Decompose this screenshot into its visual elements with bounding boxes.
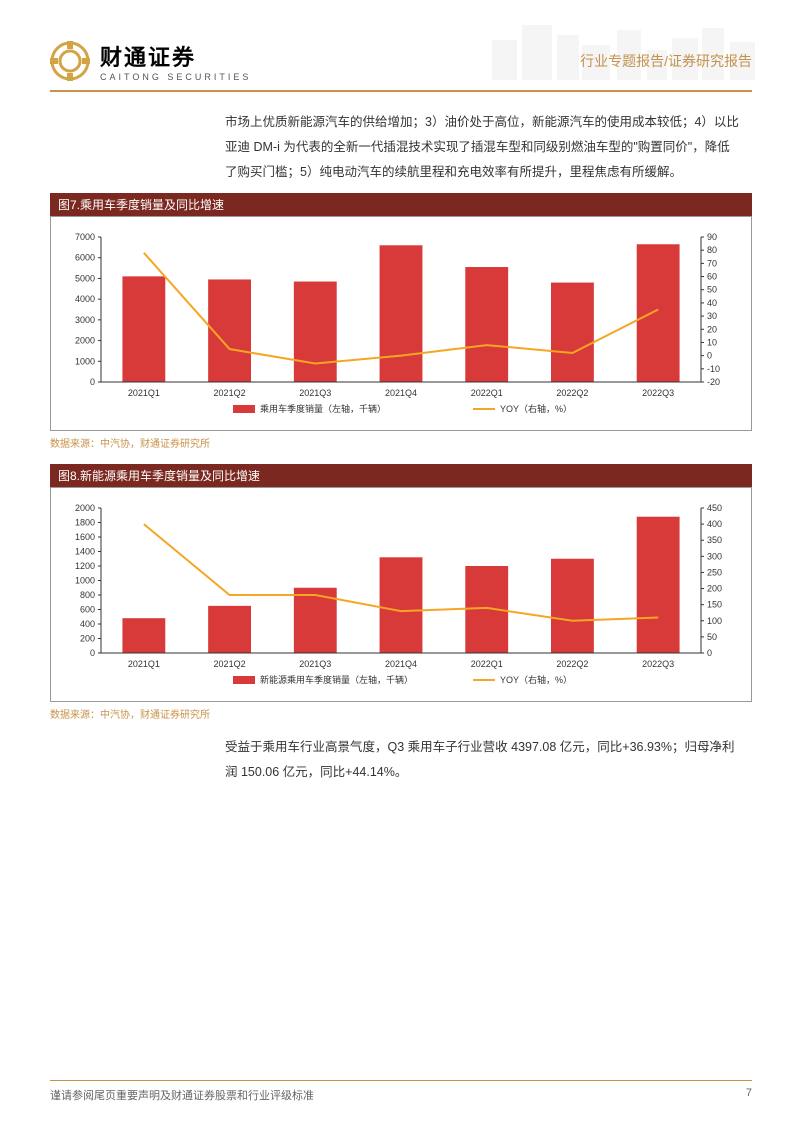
svg-text:2021Q3: 2021Q3 (299, 388, 331, 398)
svg-text:2021Q2: 2021Q2 (214, 659, 246, 669)
chart8-title: 图8.新能源乘用车季度销量及同比增速 (50, 464, 752, 487)
svg-text:2022Q1: 2022Q1 (471, 388, 503, 398)
svg-text:-10: -10 (707, 364, 720, 374)
svg-text:20: 20 (707, 324, 717, 334)
svg-text:YOY（右轴，%）: YOY（右轴，%） (500, 674, 572, 685)
svg-text:70: 70 (707, 258, 717, 268)
chart7-title: 图7.乘用车季度销量及同比增速 (50, 193, 752, 216)
chart8-svg: 0 200 400 600 800 1000 1200 1400 1600 1800 2000 0 50… (61, 498, 741, 693)
svg-text:600: 600 (80, 605, 95, 615)
svg-text:2021Q3: 2021Q3 (299, 659, 331, 669)
svg-text:2022Q2: 2022Q2 (556, 388, 588, 398)
svg-text:1600: 1600 (75, 532, 95, 542)
svg-text:100: 100 (707, 616, 722, 626)
svg-text:2021Q2: 2021Q2 (214, 388, 246, 398)
body-paragraph-1: 市场上优质新能源汽车的供给增加；3）油价处于高位，新能源汽车的使用成本较低；4）… (225, 110, 742, 185)
svg-text:50: 50 (707, 285, 717, 295)
svg-text:2021Q4: 2021Q4 (385, 388, 417, 398)
logo-block: 财通证券 CAITONG SECURITIES (50, 40, 251, 82)
svg-text:新能源乘用车季度销量（左轴，千辆）: 新能源乘用车季度销量（左轴，千辆） (260, 674, 413, 685)
svg-text:2022Q3: 2022Q3 (642, 659, 674, 669)
svg-text:6000: 6000 (75, 253, 95, 263)
svg-text:0: 0 (90, 648, 95, 658)
page-footer: 谨请参阅尾页重要声明及财通证券股票和行业评级标准 7 (50, 1080, 752, 1103)
chart7-svg: 0 1000 2000 3000 4000 5000 6000 7000 -20 -10 0 10 20… (61, 227, 741, 422)
company-name-cn: 财通证券 (100, 40, 251, 72)
svg-text:90: 90 (707, 232, 717, 242)
svg-text:4000: 4000 (75, 294, 95, 304)
svg-text:5000: 5000 (75, 273, 95, 283)
svg-text:450: 450 (707, 503, 722, 513)
chart8-source: 数据来源：中汽协，财通证券研究所 (50, 706, 752, 721)
svg-text:2021Q1: 2021Q1 (128, 388, 160, 398)
body-paragraph-2: 受益于乘用车行业高景气度，Q3 乘用车子行业营收 4397.08 亿元，同比+3… (225, 735, 742, 785)
svg-text:0: 0 (707, 351, 712, 361)
svg-text:200: 200 (80, 634, 95, 644)
svg-text:2000: 2000 (75, 503, 95, 513)
chart8-container: 0 200 400 600 800 1000 1200 1400 1600 1800 2000 0 50… (50, 487, 752, 702)
svg-text:350: 350 (707, 535, 722, 545)
footer-disclaimer: 谨请参阅尾页重要声明及财通证券股票和行业评级标准 (50, 1087, 314, 1103)
svg-text:-20: -20 (707, 377, 720, 387)
svg-text:1000: 1000 (75, 576, 95, 586)
page-number: 7 (746, 1087, 752, 1103)
svg-text:10: 10 (707, 337, 717, 347)
chart7-source: 数据来源：中汽协，财通证券研究所 (50, 435, 752, 450)
svg-text:1800: 1800 (75, 518, 95, 528)
company-name-en: CAITONG SECURITIES (100, 72, 251, 82)
svg-text:60: 60 (707, 272, 717, 282)
svg-text:0: 0 (90, 377, 95, 387)
svg-text:30: 30 (707, 311, 717, 321)
svg-text:250: 250 (707, 567, 722, 577)
svg-text:YOY（右轴，%）: YOY（右轴，%） (500, 403, 572, 414)
svg-text:乘用车季度销量（左轴，千辆）: 乘用车季度销量（左轴，千辆） (260, 403, 386, 414)
svg-text:3000: 3000 (75, 315, 95, 325)
caitong-logo-icon (50, 41, 90, 81)
svg-text:2022Q3: 2022Q3 (642, 388, 674, 398)
svg-text:800: 800 (80, 590, 95, 600)
svg-text:150: 150 (707, 600, 722, 610)
header-rule (50, 90, 752, 92)
svg-text:2021Q4: 2021Q4 (385, 659, 417, 669)
background-buildings-decor (482, 20, 762, 80)
svg-text:400: 400 (707, 519, 722, 529)
svg-text:7000: 7000 (75, 232, 95, 242)
svg-text:300: 300 (707, 551, 722, 561)
svg-text:200: 200 (707, 584, 722, 594)
svg-text:1000: 1000 (75, 356, 95, 366)
svg-text:400: 400 (80, 619, 95, 629)
svg-text:40: 40 (707, 298, 717, 308)
svg-text:2022Q1: 2022Q1 (471, 659, 503, 669)
chart7-container: 0 1000 2000 3000 4000 5000 6000 7000 -20 -10 0 10 20… (50, 216, 752, 431)
svg-text:1200: 1200 (75, 561, 95, 571)
svg-text:50: 50 (707, 632, 717, 642)
svg-text:2022Q2: 2022Q2 (556, 659, 588, 669)
svg-text:0: 0 (707, 648, 712, 658)
svg-text:80: 80 (707, 245, 717, 255)
svg-text:2000: 2000 (75, 336, 95, 346)
svg-text:1400: 1400 (75, 547, 95, 557)
svg-text:2021Q1: 2021Q1 (128, 659, 160, 669)
